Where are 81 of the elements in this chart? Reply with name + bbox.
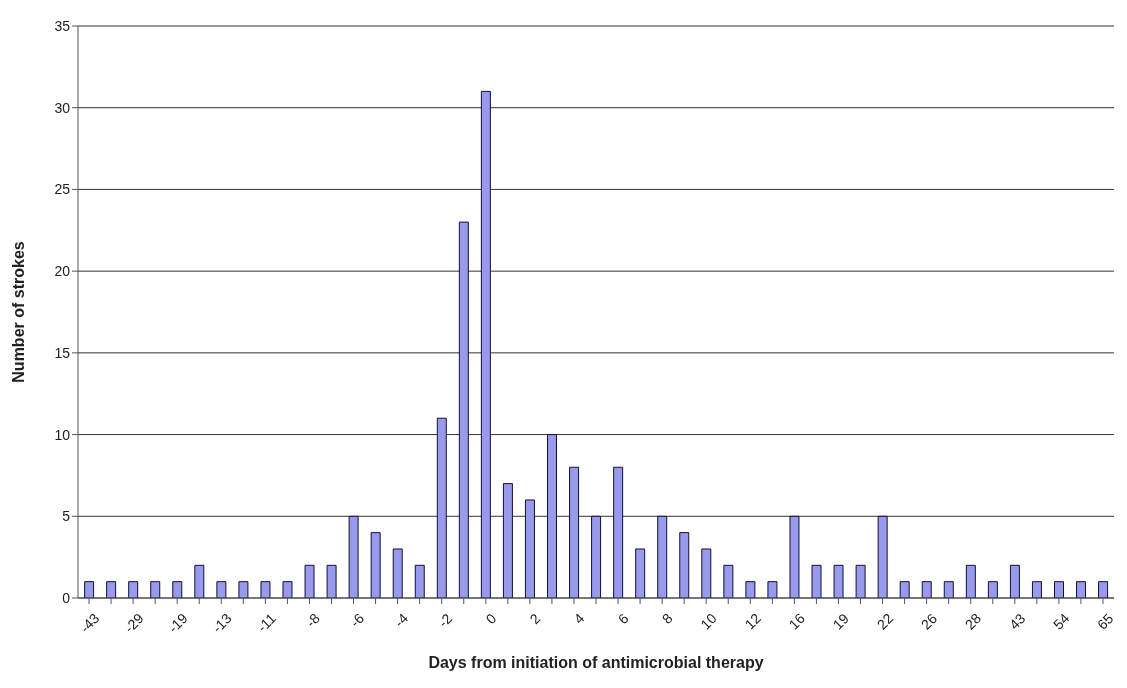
bar <box>150 581 161 598</box>
bar <box>1098 581 1109 598</box>
x-tick-label: 10 <box>697 610 720 633</box>
x-tick-label: -11 <box>253 610 279 636</box>
x-tick-label: -4 <box>390 610 412 631</box>
bar <box>679 532 690 598</box>
x-tick-label: 65 <box>1094 610 1117 633</box>
bar <box>524 499 535 598</box>
bar <box>260 581 271 598</box>
bar <box>855 564 866 598</box>
bar <box>657 515 668 598</box>
x-tick-label: 22 <box>873 610 897 633</box>
x-tick-label: 2 <box>526 610 544 627</box>
bar <box>128 581 139 598</box>
bar <box>833 564 844 598</box>
bar <box>745 581 756 598</box>
y-tick-label: 30 <box>54 99 71 116</box>
x-tick-label: -29 <box>120 610 147 636</box>
bar <box>987 581 998 598</box>
x-tick-label: 12 <box>741 610 764 633</box>
x-axis-title: Days from initiation of antimicrobial therapy <box>428 654 764 671</box>
bar <box>458 221 469 598</box>
x-tick-label: 54 <box>1050 610 1073 633</box>
bar <box>965 564 976 598</box>
x-tick-label: -19 <box>165 610 191 636</box>
bar <box>943 581 954 598</box>
bar <box>1031 581 1042 598</box>
bar <box>899 581 910 598</box>
bar <box>304 564 315 598</box>
x-tick-label: -13 <box>209 610 235 636</box>
bar <box>282 581 293 598</box>
bar <box>547 434 558 598</box>
y-tick-label: 35 <box>54 17 71 34</box>
x-tick-label: 16 <box>785 610 809 633</box>
bar <box>172 581 183 598</box>
bar <box>767 581 778 598</box>
bar <box>1053 581 1064 598</box>
bar <box>194 564 205 598</box>
bar <box>877 515 888 598</box>
bar <box>1076 581 1087 598</box>
x-tick-label: 0 <box>482 610 500 627</box>
x-tick-label: -2 <box>435 610 456 631</box>
bar <box>84 581 95 598</box>
y-tick-label: 20 <box>54 263 71 280</box>
x-tick-label: 43 <box>1005 610 1029 633</box>
y-tick-label: 5 <box>62 508 71 525</box>
bar <box>613 466 624 598</box>
bar <box>348 515 359 598</box>
bar <box>811 564 822 598</box>
x-tick-label: 8 <box>658 610 676 627</box>
bar <box>392 548 403 598</box>
bar <box>789 515 800 598</box>
bar <box>480 90 491 598</box>
bar <box>1009 564 1020 598</box>
x-tick-label: 19 <box>829 610 853 633</box>
x-tick-label: 4 <box>570 610 588 627</box>
bar <box>635 548 646 598</box>
bar <box>414 564 425 598</box>
y-tick-label: 0 <box>62 589 71 606</box>
x-tick-label: -43 <box>76 610 103 636</box>
x-tick-label: 28 <box>961 610 985 633</box>
bar <box>436 417 447 598</box>
x-tick-label: -8 <box>302 610 324 631</box>
x-tick-label: -6 <box>346 610 368 631</box>
y-tick-label: 25 <box>54 181 71 198</box>
x-tick-label: 6 <box>614 610 632 627</box>
bar <box>591 515 602 598</box>
x-tick-label: 26 <box>917 610 941 633</box>
y-tick-label: 10 <box>54 426 71 443</box>
bar <box>723 564 734 598</box>
y-tick-label: 15 <box>54 344 71 361</box>
bar <box>106 581 117 598</box>
bar <box>502 483 513 598</box>
bar <box>569 466 580 598</box>
bar <box>238 581 249 598</box>
bar <box>370 532 381 598</box>
bar <box>921 581 932 598</box>
y-axis-title: Number of strokes <box>9 241 27 383</box>
bar <box>326 564 337 598</box>
bar <box>701 548 712 598</box>
bar <box>216 581 227 598</box>
